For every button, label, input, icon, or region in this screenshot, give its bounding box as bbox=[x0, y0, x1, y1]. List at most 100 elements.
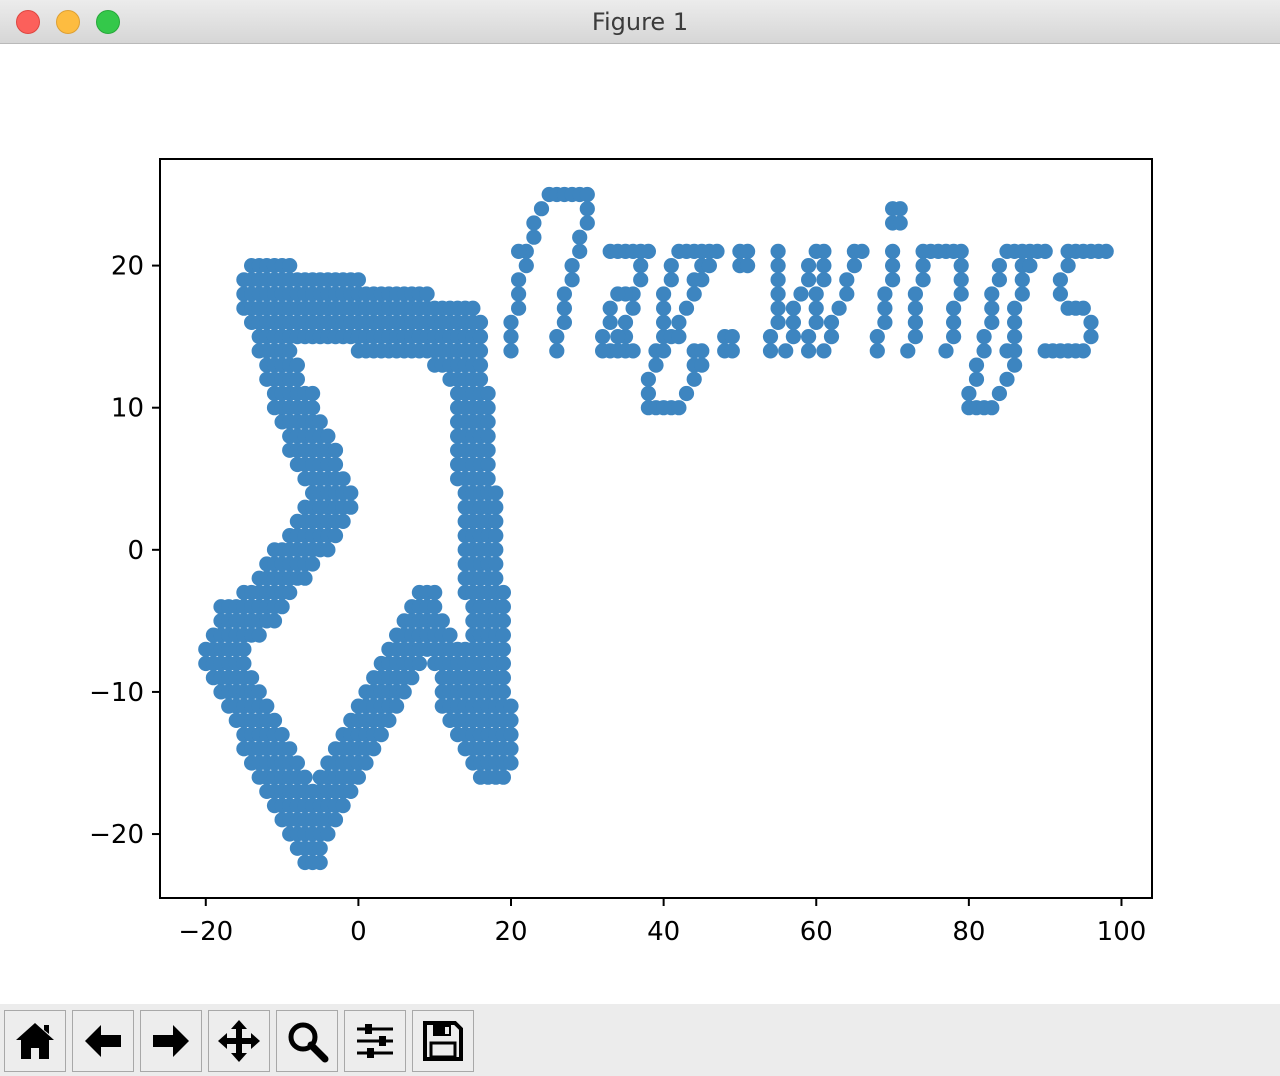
scatter-point bbox=[488, 570, 504, 586]
scatter-point bbox=[1007, 314, 1023, 330]
scatter-point bbox=[289, 371, 305, 387]
x-tick-label: 80 bbox=[952, 917, 985, 947]
scatter-point bbox=[297, 769, 313, 785]
scatter-point bbox=[480, 442, 496, 458]
scatter-point bbox=[396, 684, 412, 700]
scatter-point bbox=[770, 314, 786, 330]
scatter-point bbox=[976, 329, 992, 345]
scatter-point bbox=[648, 357, 664, 373]
scatter-point bbox=[885, 272, 901, 288]
close-window-button[interactable] bbox=[16, 10, 40, 34]
maximize-window-button[interactable] bbox=[96, 10, 120, 34]
forward-arrow-icon bbox=[153, 1025, 189, 1057]
scatter-point bbox=[480, 414, 496, 430]
scatter-point bbox=[1083, 329, 1099, 345]
scatter-point bbox=[549, 329, 565, 345]
scatter-point bbox=[427, 599, 443, 615]
scatter-point bbox=[816, 258, 832, 274]
scatter-point bbox=[389, 698, 405, 714]
x-tick-label: 100 bbox=[1097, 917, 1147, 947]
home-button[interactable] bbox=[4, 1010, 66, 1072]
scatter-points bbox=[198, 186, 1114, 871]
scatter-point bbox=[946, 314, 962, 330]
scatter-point bbox=[274, 599, 290, 615]
scatter-point bbox=[984, 314, 1000, 330]
scatter-point bbox=[869, 329, 885, 345]
scatter-point bbox=[381, 712, 397, 729]
scatter-point bbox=[327, 528, 344, 544]
scatter-point bbox=[236, 641, 252, 657]
scatter-point bbox=[305, 400, 321, 416]
home-icon bbox=[16, 1023, 54, 1059]
scatter-point bbox=[808, 314, 824, 330]
configure-subplots-button[interactable] bbox=[344, 1010, 406, 1072]
scatter-point bbox=[335, 798, 351, 814]
zoom-button[interactable] bbox=[276, 1010, 338, 1072]
scatter-point bbox=[984, 286, 1000, 302]
scatter-point bbox=[350, 769, 366, 785]
scatter-point bbox=[503, 329, 519, 345]
scatter-point bbox=[495, 641, 511, 657]
scatter-point bbox=[495, 584, 511, 601]
scatter-point bbox=[327, 442, 344, 458]
scatter-point bbox=[900, 343, 916, 359]
scatter-point bbox=[892, 201, 908, 217]
scatter-point bbox=[1075, 300, 1091, 316]
scatter-point bbox=[907, 300, 924, 316]
scatter-point bbox=[953, 258, 969, 274]
scatter-point bbox=[259, 698, 275, 714]
scatter-point bbox=[503, 741, 519, 757]
scatter-point bbox=[984, 300, 1000, 316]
scatter-point bbox=[327, 812, 344, 828]
save-button[interactable] bbox=[412, 1010, 474, 1072]
figure-canvas[interactable]: −20 0 20 40 60 80 100 −20 −10 0 10 20 bbox=[0, 44, 1280, 1004]
x-tick-label: 20 bbox=[494, 917, 527, 947]
save-icon bbox=[423, 1021, 463, 1061]
scatter-point bbox=[1014, 272, 1030, 288]
minimize-window-button[interactable] bbox=[56, 10, 80, 34]
scatter-point bbox=[968, 371, 985, 387]
scatter-chart: −20 0 20 40 60 80 100 −20 −10 0 10 20 bbox=[89, 158, 1153, 947]
scatter-point bbox=[694, 357, 710, 373]
scatter-point bbox=[740, 258, 756, 274]
scatter-point bbox=[411, 655, 427, 672]
scatter-point bbox=[503, 343, 519, 359]
scatter-point bbox=[312, 854, 328, 871]
scatter-point bbox=[556, 286, 573, 302]
scatter-point bbox=[526, 229, 542, 245]
scatter-point bbox=[793, 286, 809, 302]
scatter-point bbox=[503, 727, 519, 743]
x-tick-label: 0 bbox=[350, 917, 367, 947]
scatter-point bbox=[1068, 343, 1084, 359]
scatter-point bbox=[640, 385, 657, 402]
scatter-point bbox=[953, 286, 969, 302]
back-button[interactable] bbox=[72, 1010, 134, 1072]
scatter-point bbox=[480, 428, 496, 444]
scatter-point bbox=[343, 485, 359, 501]
scatter-point bbox=[907, 286, 924, 302]
scatter-point bbox=[495, 769, 511, 785]
scatter-point bbox=[595, 329, 611, 345]
x-tick-label: 40 bbox=[647, 917, 680, 947]
scatter-point bbox=[724, 329, 740, 345]
scatter-point bbox=[801, 329, 817, 345]
scatter-point bbox=[495, 684, 511, 700]
scatter-point bbox=[510, 243, 527, 259]
pan-button[interactable] bbox=[208, 1010, 270, 1072]
scatter-point bbox=[839, 272, 855, 288]
scatter-point bbox=[976, 343, 992, 359]
forward-button[interactable] bbox=[140, 1010, 202, 1072]
sliders-icon bbox=[357, 1024, 393, 1058]
scatter-point bbox=[488, 485, 504, 501]
scatter-point bbox=[885, 243, 901, 259]
scatter-point bbox=[488, 528, 504, 544]
scatter-point bbox=[625, 300, 641, 316]
scatter-point bbox=[610, 286, 626, 302]
scatter-point bbox=[801, 343, 817, 359]
scatter-point bbox=[1007, 357, 1023, 373]
scatter-point bbox=[831, 300, 847, 316]
scatter-point bbox=[472, 343, 489, 359]
scatter-point bbox=[816, 272, 832, 288]
scatter-point bbox=[282, 258, 298, 274]
scatter-point bbox=[556, 300, 573, 316]
